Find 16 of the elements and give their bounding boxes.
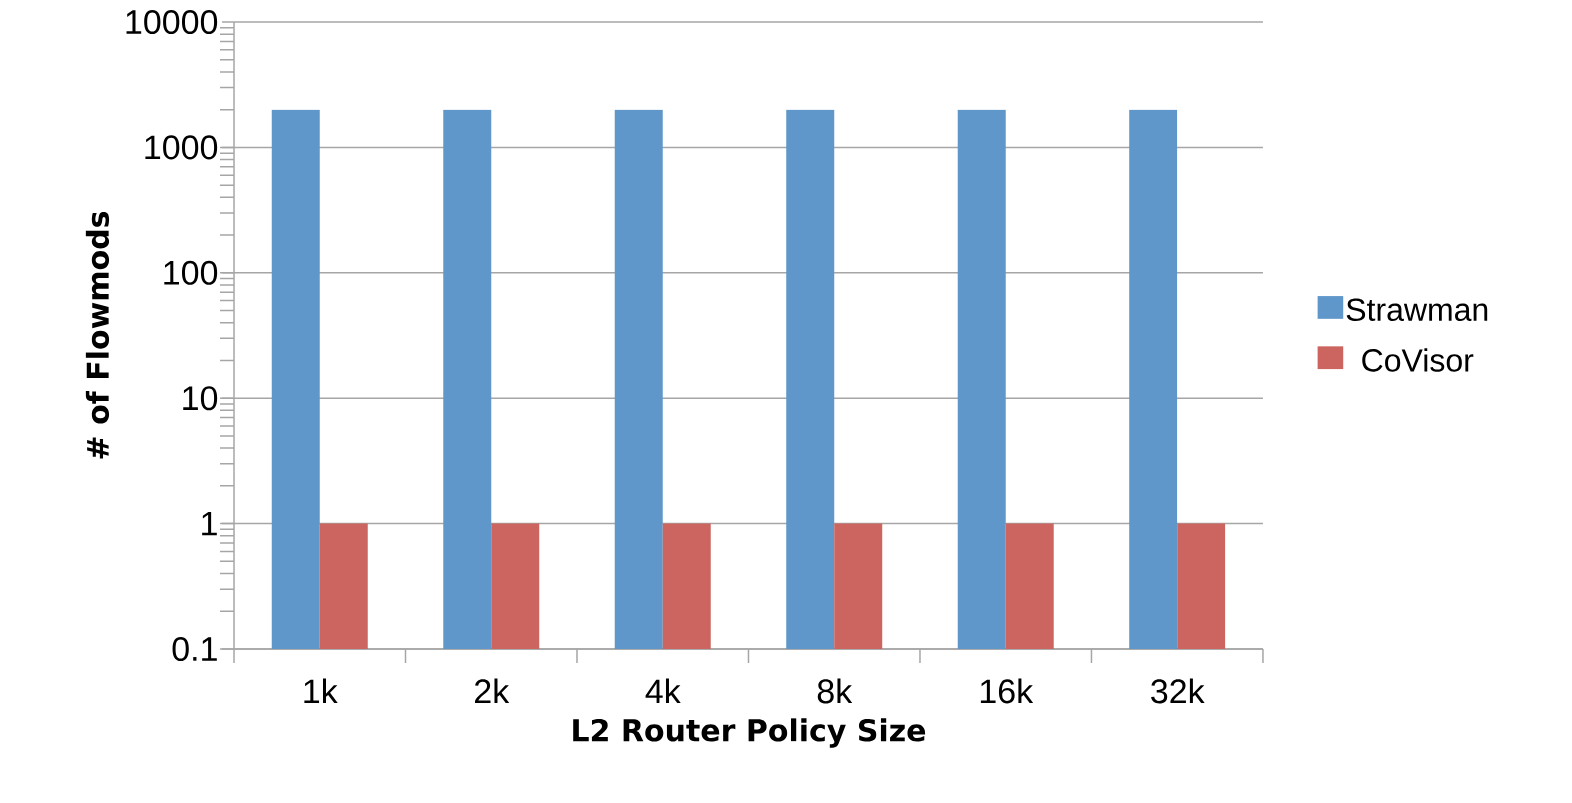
x-tick-label: 8k bbox=[817, 678, 853, 704]
x-tick-label: 2k bbox=[475, 678, 510, 704]
legend-label: Strawman bbox=[1346, 298, 1488, 322]
x-tick-label: 1k bbox=[304, 678, 338, 704]
y-axis-title: # of Flowmods bbox=[85, 211, 110, 459]
x-tick-label: 4k bbox=[645, 678, 681, 704]
legend-label: CoVisor bbox=[1362, 348, 1474, 372]
x-tick-label: 16k bbox=[980, 678, 1034, 704]
y-tick-label: 1000 bbox=[145, 135, 218, 160]
y-tick-label: 10 bbox=[183, 386, 218, 411]
y-tick-label: 1 bbox=[202, 511, 217, 536]
x-axis-title: L2 Router Policy Size bbox=[573, 718, 926, 748]
y-tick-label: 0.1 bbox=[172, 636, 217, 662]
x-tick-label: 32k bbox=[1151, 678, 1205, 704]
y-tick-label: 100 bbox=[164, 260, 218, 285]
y-tick-label: 10000 bbox=[126, 9, 218, 35]
